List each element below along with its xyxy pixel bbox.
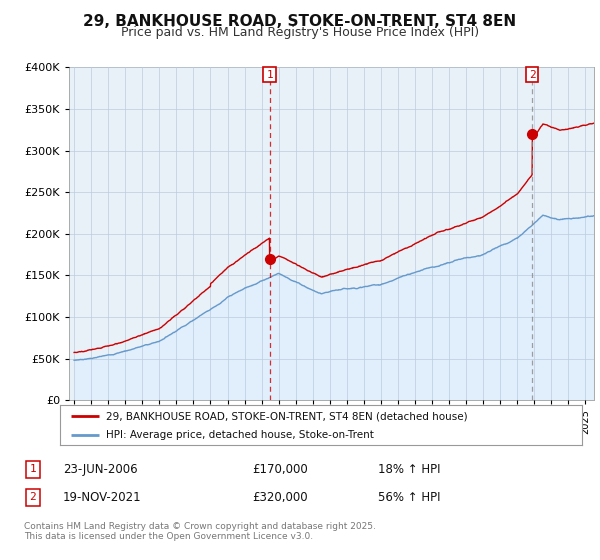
Text: 18% ↑ HPI: 18% ↑ HPI xyxy=(378,463,440,476)
Text: 1: 1 xyxy=(266,69,273,80)
Text: HPI: Average price, detached house, Stoke-on-Trent: HPI: Average price, detached house, Stok… xyxy=(106,430,374,440)
Text: £170,000: £170,000 xyxy=(252,463,308,476)
Text: Contains HM Land Registry data © Crown copyright and database right 2025.
This d: Contains HM Land Registry data © Crown c… xyxy=(24,522,376,542)
Text: 2: 2 xyxy=(29,492,37,502)
Text: £320,000: £320,000 xyxy=(252,491,308,504)
Text: 29, BANKHOUSE ROAD, STOKE-ON-TRENT, ST4 8EN: 29, BANKHOUSE ROAD, STOKE-ON-TRENT, ST4 … xyxy=(83,14,517,29)
Text: 2: 2 xyxy=(529,69,536,80)
Text: Price paid vs. HM Land Registry's House Price Index (HPI): Price paid vs. HM Land Registry's House … xyxy=(121,26,479,39)
Text: 1: 1 xyxy=(29,464,37,474)
Text: 29, BANKHOUSE ROAD, STOKE-ON-TRENT, ST4 8EN (detached house): 29, BANKHOUSE ROAD, STOKE-ON-TRENT, ST4 … xyxy=(106,411,467,421)
Text: 56% ↑ HPI: 56% ↑ HPI xyxy=(378,491,440,504)
Text: 23-JUN-2006: 23-JUN-2006 xyxy=(63,463,137,476)
Text: 19-NOV-2021: 19-NOV-2021 xyxy=(63,491,142,504)
